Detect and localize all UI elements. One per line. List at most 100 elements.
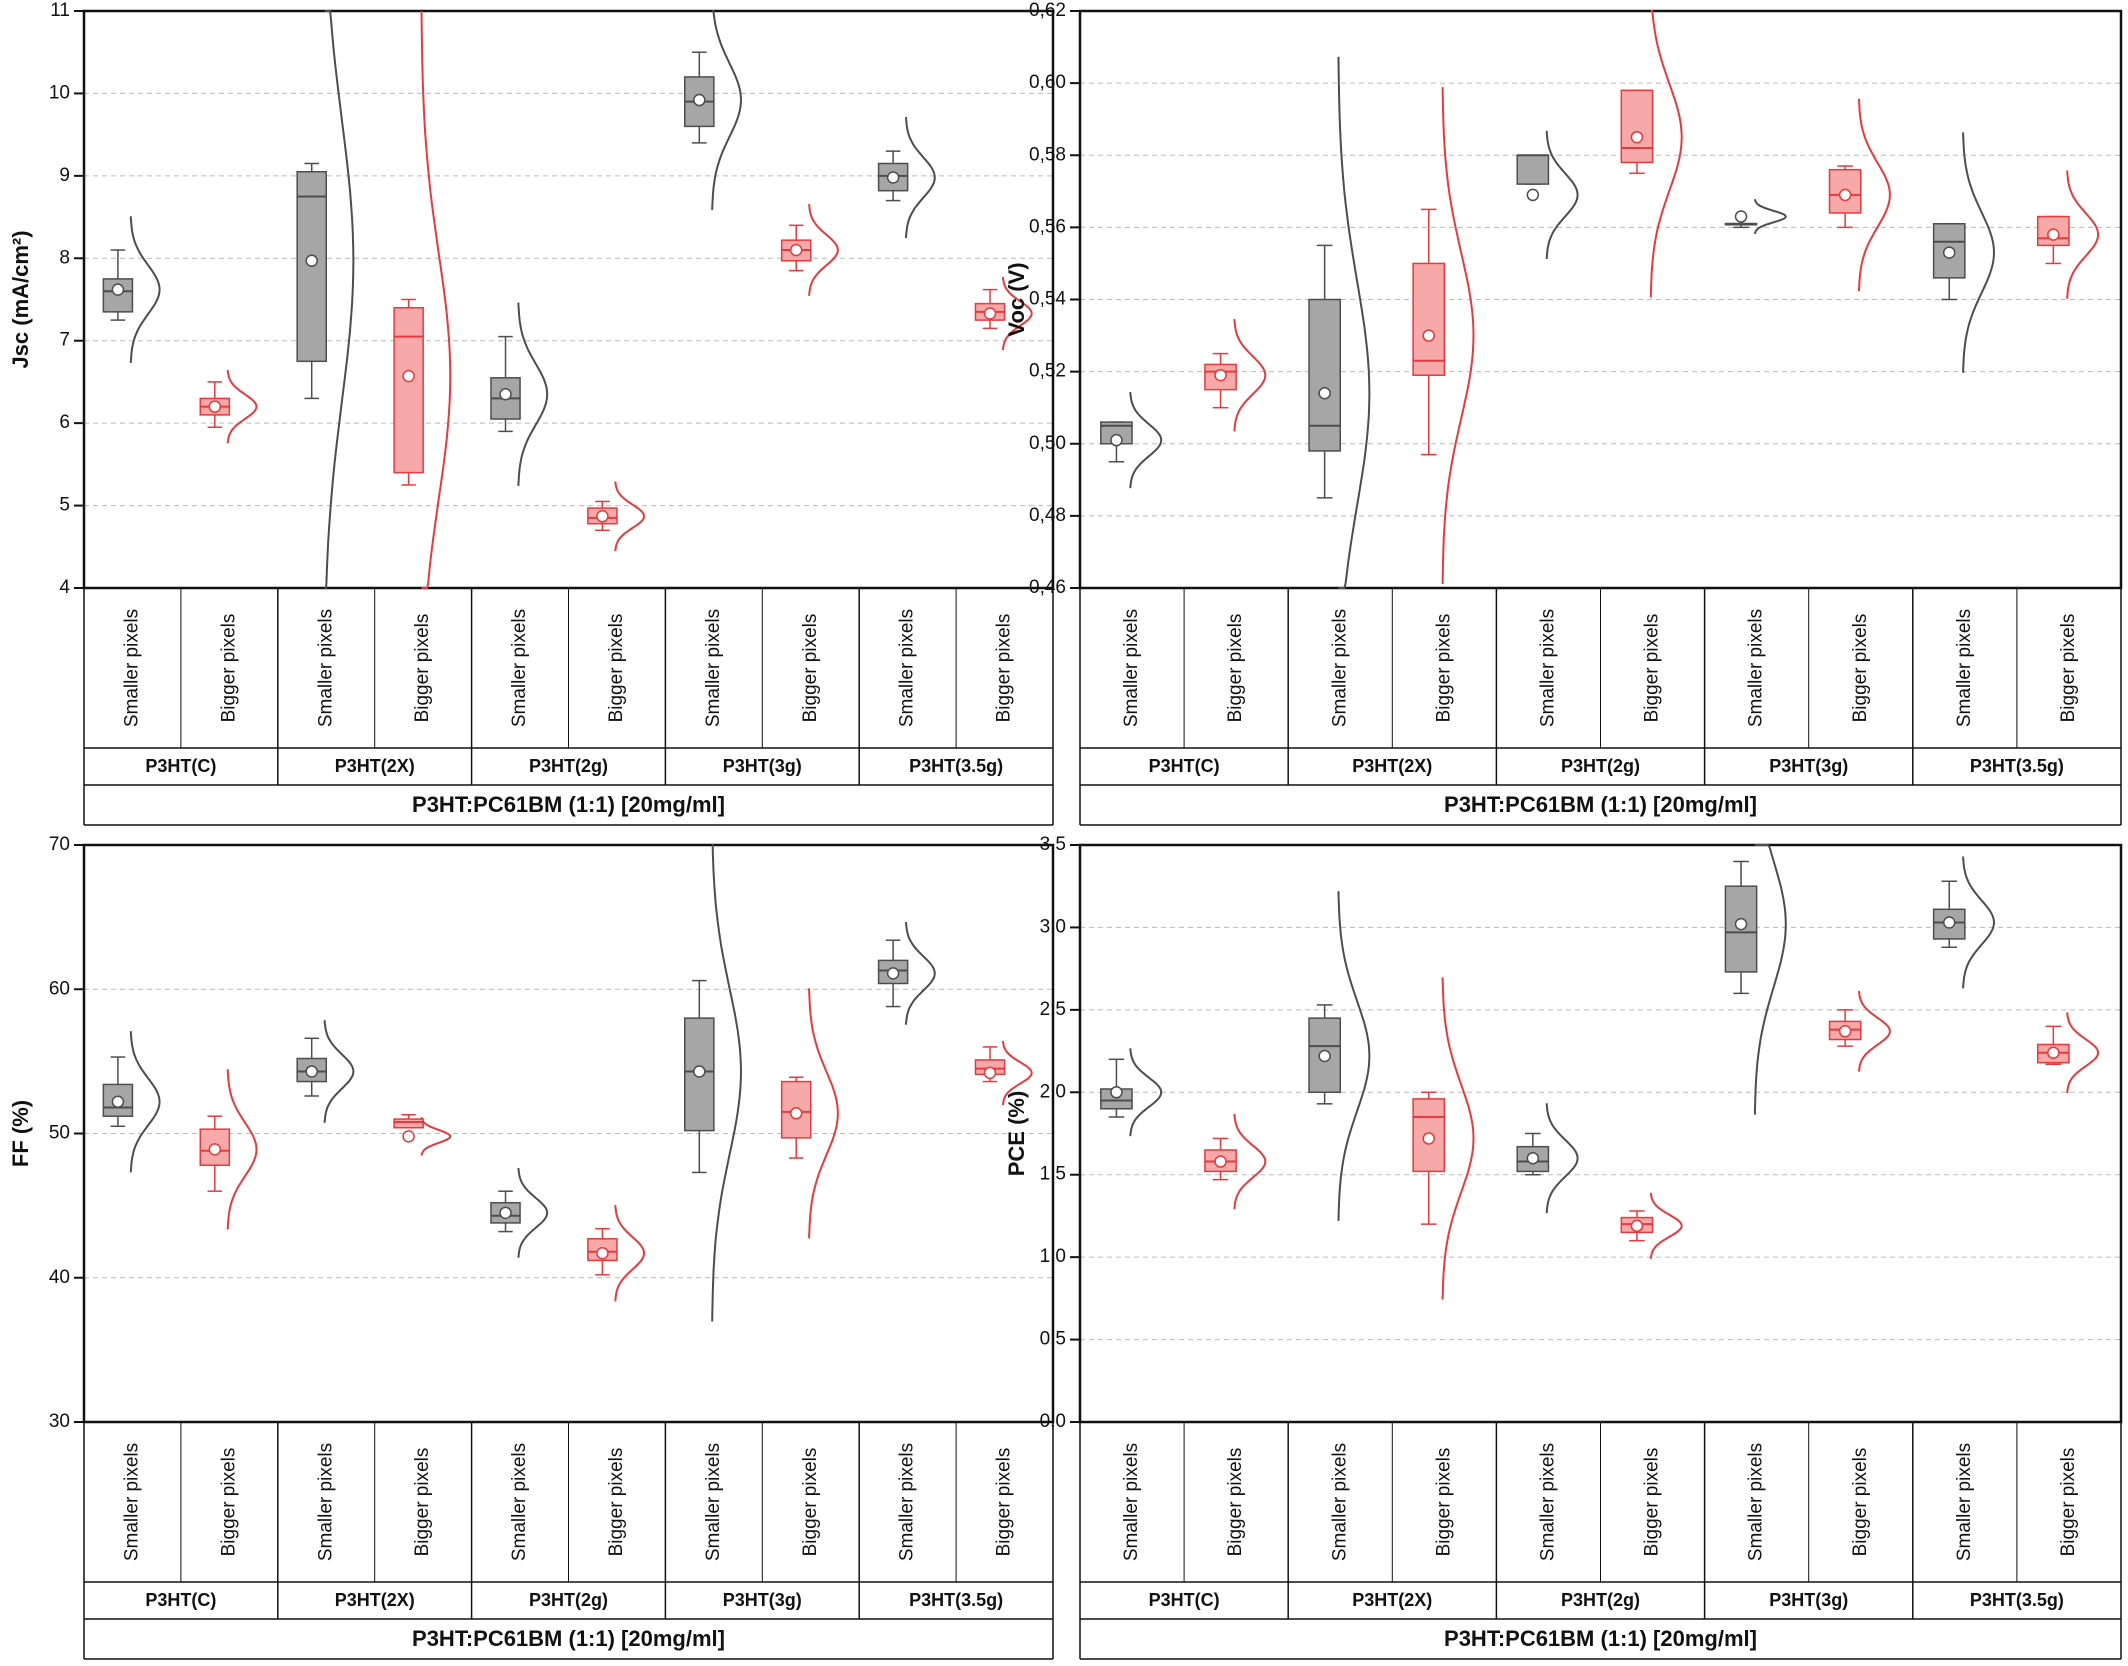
distribution-curve (1858, 98, 1891, 292)
category-label: Smaller pixels (897, 1443, 918, 1561)
y-tick-label: 1,0 (1040, 1246, 1066, 1267)
mean (1942, 246, 1956, 259)
y-tick-label: 0,62 (1029, 0, 1066, 21)
distribution-curve (226, 1069, 258, 1230)
y-tick-label: 0,48 (1029, 505, 1066, 526)
group-label: P3HT(2X) (1352, 756, 1432, 776)
category-label: Bigger pixels (2058, 614, 2079, 723)
category-label: Bigger pixels (1642, 1448, 1663, 1557)
distribution-curve (808, 204, 839, 296)
category-label: Bigger pixels (1433, 1448, 1454, 1557)
category-label: Bigger pixels (2058, 1448, 2079, 1557)
mean (499, 388, 512, 401)
mean (886, 171, 900, 184)
mean (305, 254, 318, 268)
category-label: Bigger pixels (412, 614, 433, 723)
distribution-curve (129, 1031, 161, 1173)
mean (983, 1066, 997, 1080)
y-tick-label: 0,58 (1029, 144, 1066, 165)
category-label: Bigger pixels (800, 614, 821, 723)
distribution-curve (1337, 56, 1371, 589)
y-tick-label: 3,0 (1040, 916, 1066, 937)
y-tick-label: 0,60 (1029, 72, 1066, 93)
group-label: P3HT(3.5g) (909, 1590, 1003, 1610)
distribution-curve (2066, 1012, 2100, 1094)
y-tick-label: 5 (59, 495, 70, 516)
group-title: P3HT:PC61BM (1:1) [20mg/ml] (412, 792, 725, 817)
category-label: Smaller pixels (703, 609, 724, 727)
y-tick-label: 70 (49, 834, 70, 855)
y-tick-label: 40 (49, 1267, 70, 1288)
y-axis-label: Jsc (mA/cm²) (8, 230, 33, 368)
mean (402, 1130, 415, 1143)
distribution-curve (1129, 1048, 1163, 1137)
box (393, 306, 424, 474)
mean (1838, 188, 1852, 202)
mean (2047, 228, 2060, 241)
category-label: Smaller pixels (1537, 609, 1558, 727)
distribution-curve (420, 10, 452, 589)
category-label: Smaller pixels (1746, 1443, 1767, 1561)
y-tick-label: 0,46 (1029, 577, 1066, 598)
mean (305, 1065, 318, 1078)
group-title: P3HT:PC61BM (1:1) [20mg/ml] (412, 1626, 725, 1651)
distribution-curve (1753, 199, 1787, 235)
y-tick-label: 0,52 (1029, 361, 1066, 382)
y-tick-label: 3,5 (1040, 834, 1066, 855)
category-label: Smaller pixels (1329, 1443, 1350, 1561)
category-label: Bigger pixels (800, 1448, 821, 1557)
distribution-curve (614, 481, 646, 552)
group-label: P3HT(C) (145, 1590, 216, 1610)
distribution-curve (324, 10, 355, 589)
mean (1110, 1086, 1123, 1099)
category-label: Bigger pixels (1642, 614, 1663, 723)
y-tick-label: 50 (49, 1123, 70, 1144)
group-title: P3HT:PC61BM (1:1) [20mg/ml] (1444, 1626, 1757, 1651)
group-label: P3HT(3.5g) (909, 756, 1003, 776)
mean (1526, 1151, 1540, 1165)
y-tick-label: 0,5 (1040, 1329, 1066, 1350)
mean (596, 1246, 609, 1260)
group-label: P3HT(3.5g) (1970, 756, 2064, 776)
distribution-curve (1337, 891, 1371, 1221)
category-label: Bigger pixels (1225, 614, 1246, 723)
category-label: Bigger pixels (218, 614, 239, 723)
group-label: P3HT(C) (1149, 756, 1220, 776)
mean (1214, 368, 1227, 382)
distribution-curve (323, 1020, 355, 1123)
plot-frame (82, 9, 1055, 590)
mean (1734, 917, 1748, 931)
group-label: P3HT(2g) (1561, 1590, 1640, 1610)
y-tick-label: 0,0 (1040, 1411, 1066, 1432)
distribution-curve (2066, 170, 2100, 299)
category-label: Bigger pixels (1850, 614, 1871, 723)
mean (693, 1065, 706, 1078)
group-label: P3HT(C) (145, 756, 216, 776)
panel: 30 40 50 60 70 FF (%) Smaller pixels Bigger pix… (8, 834, 1055, 1660)
category-label: Bigger pixels (994, 1448, 1015, 1557)
mean (1526, 188, 1540, 202)
category-label: Bigger pixels (606, 614, 627, 723)
y-tick-label: 6 (59, 412, 70, 433)
category-label: Smaller pixels (315, 1443, 336, 1561)
distribution-curve (808, 988, 839, 1239)
distribution-curve (1753, 844, 1787, 1115)
distribution-curve (1129, 392, 1163, 489)
mean (1422, 1132, 1435, 1145)
group-label: P3HT(3g) (723, 1590, 802, 1610)
box (1308, 298, 1342, 452)
group-label: P3HT(2g) (1561, 756, 1640, 776)
category-label: Bigger pixels (1225, 1448, 1246, 1557)
mean (1422, 329, 1435, 342)
mean (1942, 916, 1956, 929)
distribution-curve (614, 1205, 646, 1302)
box (393, 1118, 424, 1129)
category-label: Smaller pixels (1954, 609, 1975, 727)
distribution-curve (1649, 10, 1683, 298)
mean (789, 1107, 803, 1120)
y-tick-label: 0,50 (1029, 433, 1066, 454)
mean (983, 307, 997, 320)
distribution-curve (1441, 87, 1475, 585)
